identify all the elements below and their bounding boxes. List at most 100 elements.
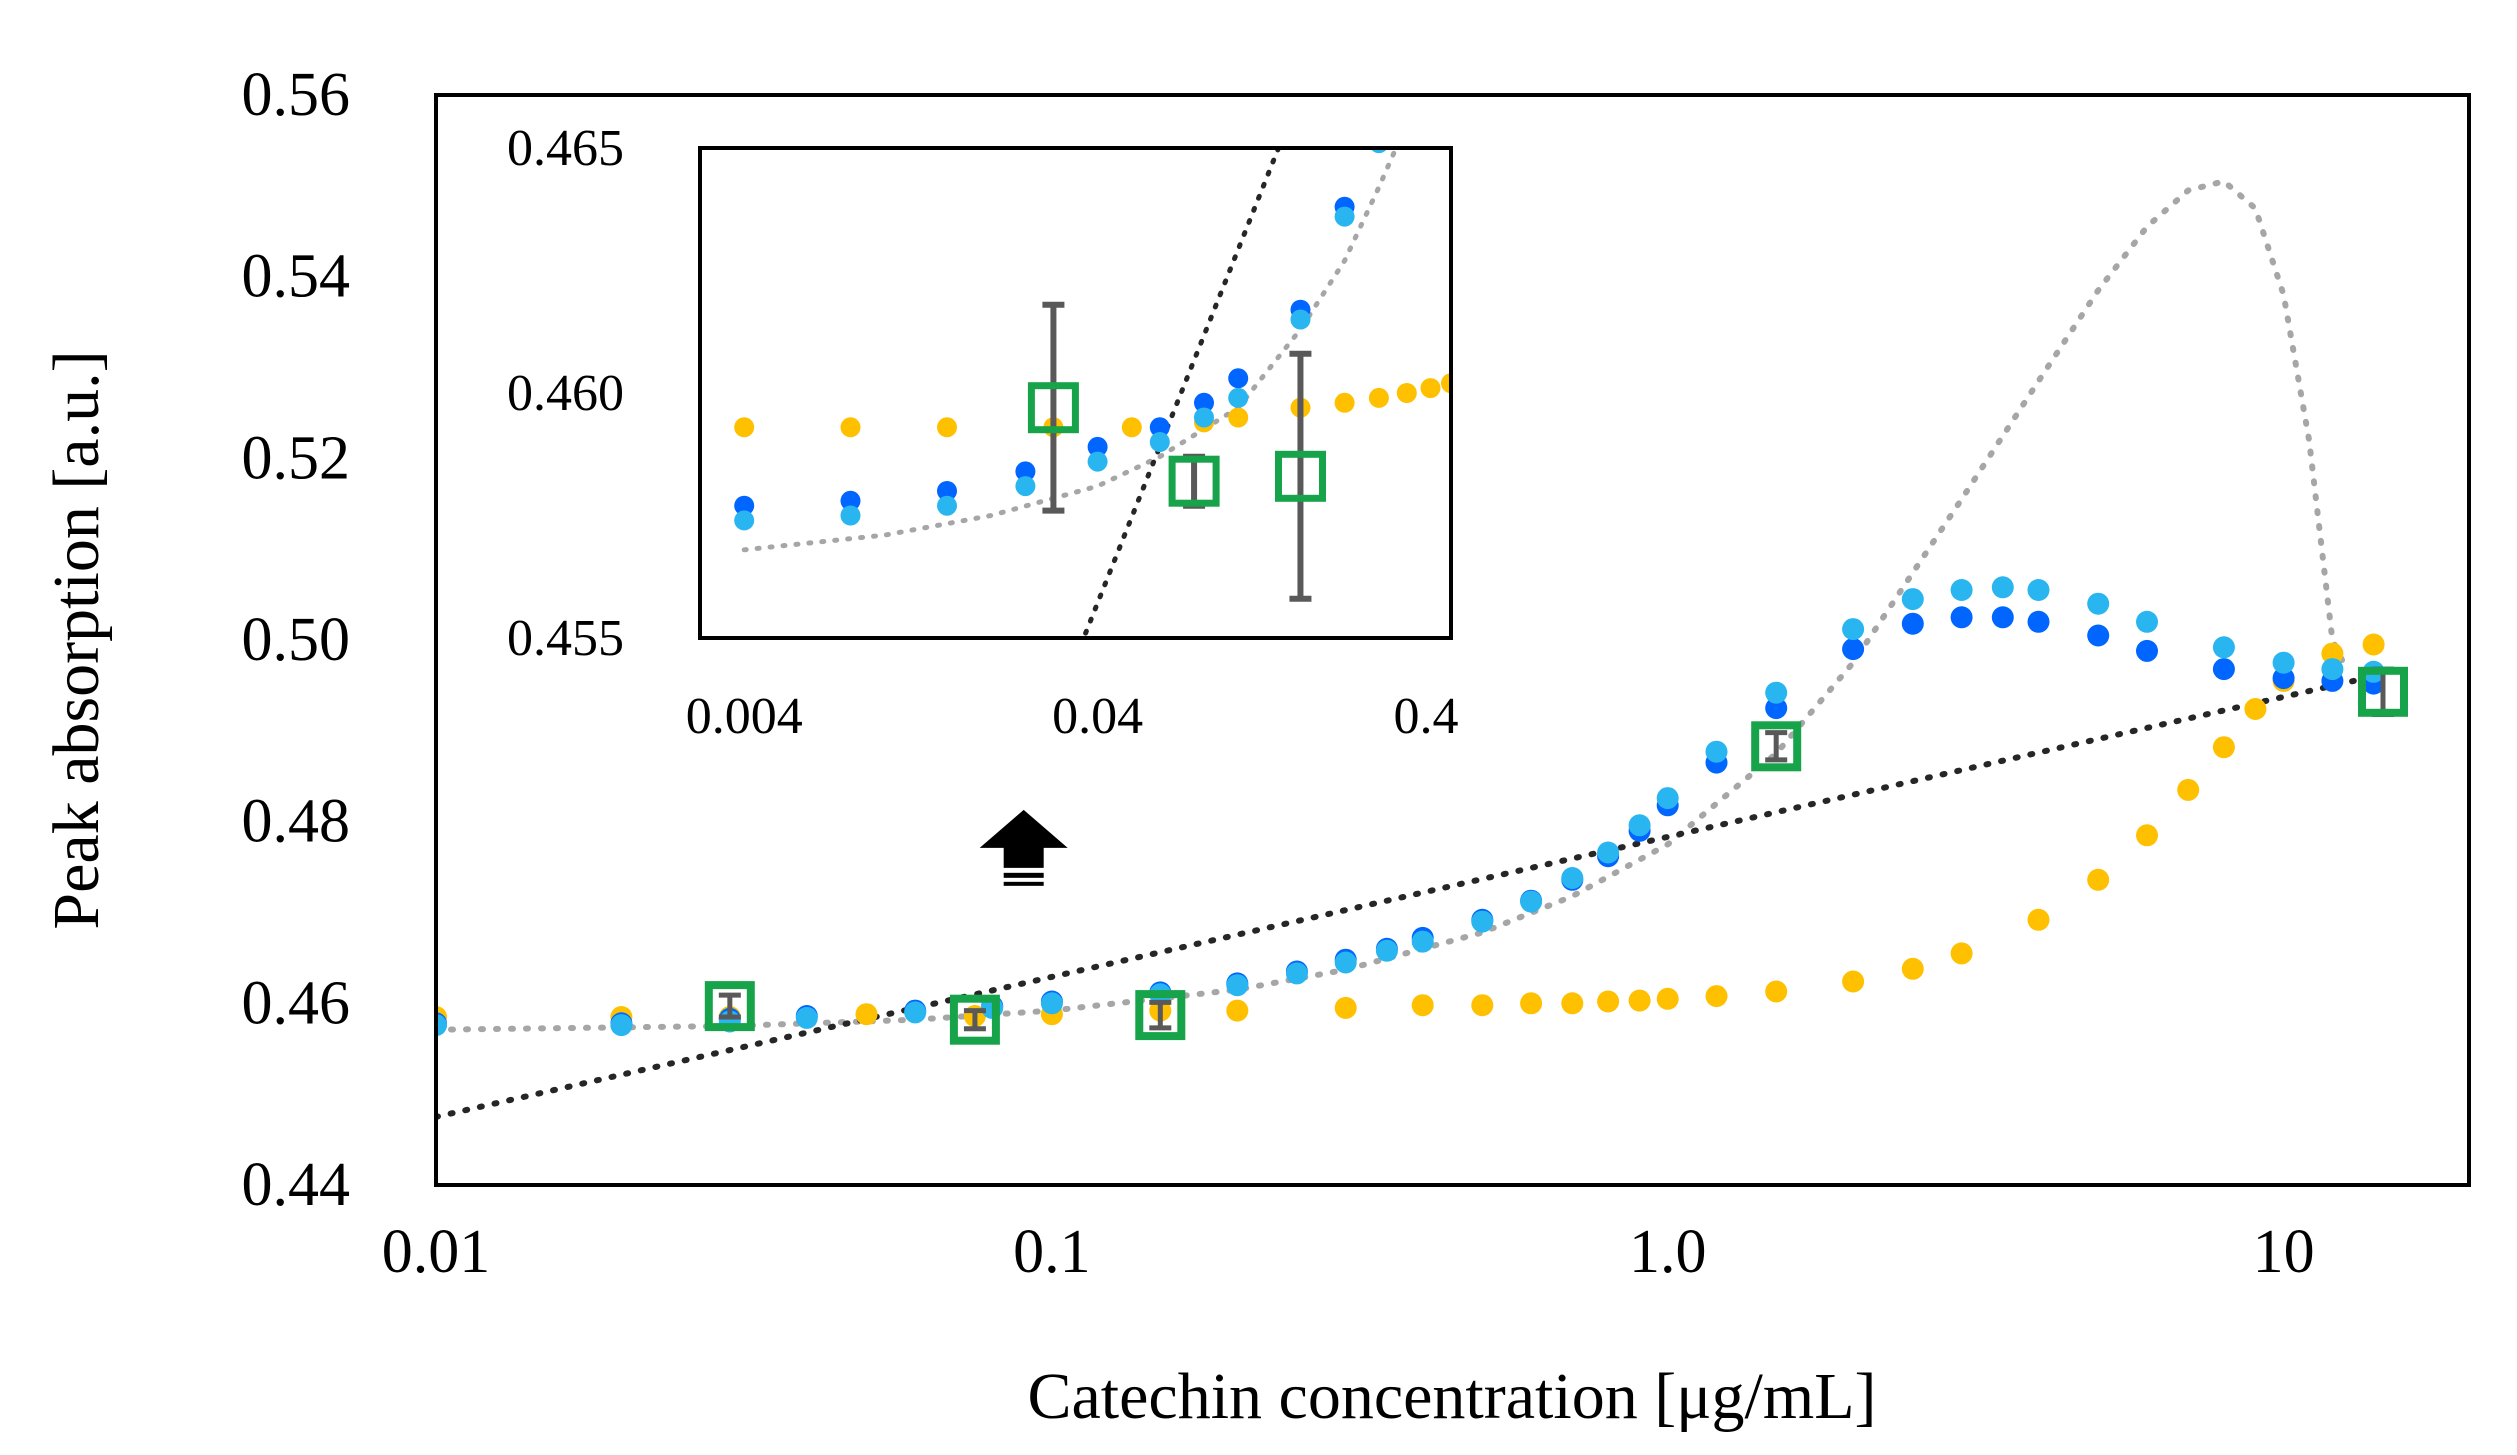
- inset-dark-blue-point-3: [1015, 461, 1036, 482]
- main-dark-blue-point-24: [1991, 606, 2014, 629]
- inset-green-square-0: [1027, 382, 1079, 434]
- main-dark-blue-point-28: [2212, 658, 2235, 681]
- main-error-bar-0: [718, 992, 741, 1020]
- inset-light-blue-point-1: [840, 505, 861, 526]
- main-light-blue-point-6: [1040, 992, 1063, 1015]
- inset-light-blue-point-6: [1194, 407, 1214, 428]
- inset-series-dark-blue: [734, 148, 1381, 516]
- inset-yellow-point-8: [1334, 392, 1355, 413]
- inset-green-square-1: [1168, 455, 1220, 507]
- main-yellow-point-10: [1471, 994, 1494, 1017]
- main-light-blue-point-15: [1561, 867, 1584, 889]
- inset-light-blue-point-0: [734, 510, 755, 531]
- main-light-blue-point-17: [1628, 814, 1651, 837]
- main-green-square-0: [704, 981, 755, 1032]
- inset-error-bar-2: [1289, 350, 1312, 602]
- main-light-blue-point-0: [436, 1014, 447, 1037]
- main-yellow-point-24: [2177, 778, 2200, 801]
- y-axis-label: Peak absorption [a.u.]: [40, 350, 113, 929]
- x-axis-label: Catechin concentration [μg/mL]: [1027, 1360, 1876, 1433]
- main-black-fit-line: [436, 677, 2357, 1120]
- main-light-blue-point-24: [1991, 576, 2014, 599]
- main-light-blue-point-20: [1765, 681, 1788, 704]
- inset-light-blue-point-7: [1228, 387, 1249, 408]
- main-gray-fit-line: [436, 178, 2347, 1033]
- main-light-blue-point-27: [2136, 610, 2158, 633]
- main-light-blue-point-18: [1656, 787, 1679, 810]
- main-dark-blue-point-27: [2136, 639, 2158, 662]
- main-dark-blue-point-29: [2272, 667, 2295, 690]
- main-yellow-point-16: [1705, 985, 1728, 1008]
- main-light-blue-point-29: [2272, 651, 2295, 674]
- inset-x-tick-label-1: 0.04: [1052, 688, 1143, 745]
- main-dark-blue-point-20: [1765, 697, 1788, 720]
- inset-plot: 0.004 0.04 0.4 0.455 0.460 0.465: [507, 120, 1459, 745]
- inset-yellow-point-6: [1228, 407, 1249, 428]
- main-yellow-point-15: [1656, 987, 1679, 1010]
- inset-light-blue-point-2: [937, 495, 957, 516]
- inset-yellow-point-10: [1396, 383, 1417, 403]
- main-x-tick-label-1: 0.1: [1013, 1218, 1091, 1286]
- main-light-blue-point-30: [2321, 658, 2344, 681]
- inset-yellow-point-1: [840, 417, 861, 438]
- inset-yellow-point-4: [1121, 417, 1142, 438]
- inset-yellow-point-12: [1441, 373, 1451, 394]
- main-error-bar-1: [963, 1008, 986, 1032]
- up-arrow-icon: [979, 809, 1068, 886]
- inset-series-light-blue: [734, 148, 1388, 531]
- main-yellow-point-7: [1226, 999, 1249, 1022]
- main-series-green-squares: [704, 666, 2408, 1045]
- inset-light-blue-point-5: [1149, 432, 1170, 452]
- main-x-tick-label-3: 10: [2253, 1218, 2315, 1286]
- main-light-blue-point-13: [1471, 910, 1494, 933]
- main-yellow-point-25: [2212, 736, 2235, 759]
- main-error-bar-3: [1765, 730, 1788, 763]
- main-light-blue-point-10: [1334, 951, 1357, 974]
- inset-y-tick-label-2: 0.465: [507, 120, 624, 177]
- main-y-tick-label-2: 0.48: [242, 788, 351, 856]
- main-y-tick-label-1: 0.46: [242, 969, 351, 1037]
- main-green-square-2: [1135, 990, 1186, 1041]
- inset-light-blue-point-3: [1015, 476, 1036, 497]
- inset-y-tick-label-1: 0.460: [507, 365, 624, 422]
- main-dark-blue-point-25: [2027, 610, 2050, 633]
- main-x-tick-label-0: 0.01: [382, 1218, 491, 1286]
- inset-yellow-point-2: [937, 417, 957, 438]
- main-x-tick-label-2: 1.0: [1629, 1218, 1707, 1286]
- main-light-blue-point-22: [1901, 588, 1924, 611]
- inset-dark-blue-point-6: [1194, 392, 1214, 413]
- main-light-blue-point-1: [610, 1014, 633, 1037]
- main-green-square-4: [2358, 666, 2408, 717]
- main-light-blue-point-8: [1226, 974, 1249, 997]
- main-y-tick-label-5: 0.54: [242, 243, 351, 311]
- inset-y-tick-label-0: 0.455: [507, 610, 624, 667]
- main-yellow-point-29: [2362, 633, 2385, 656]
- main-light-blue-point-19: [1705, 740, 1728, 763]
- main-dark-blue-point-22: [1901, 612, 1924, 635]
- inset-light-blue-point-9: [1334, 206, 1355, 227]
- main-yellow-point-28: [2321, 642, 2344, 665]
- main-y-tick-label-4: 0.52: [242, 424, 351, 492]
- main-yellow-point-22: [2087, 868, 2110, 891]
- main-yellow-point-14: [1628, 989, 1651, 1012]
- main-error-bar-2: [1149, 999, 1172, 1031]
- main-yellow-point-9: [1411, 994, 1434, 1017]
- inset-dark-blue-point-0: [734, 495, 755, 516]
- main-light-blue-point-16: [1597, 841, 1620, 864]
- main-light-blue-point-3: [795, 1006, 818, 1029]
- main-dark-blue-point-26: [2087, 624, 2110, 647]
- inset-plot-frame: [698, 146, 1453, 640]
- main-y-tick-label-6: 0.56: [242, 61, 351, 129]
- main-light-blue-point-4: [904, 1001, 927, 1024]
- main-light-blue-point-14: [1520, 890, 1543, 913]
- main-plot-frame: [434, 93, 2471, 1187]
- main-light-blue-point-12: [1411, 930, 1434, 953]
- main-dark-blue-point-21: [1842, 638, 1865, 661]
- main-yellow-point-17: [1765, 980, 1788, 1003]
- main-yellow-point-13: [1597, 990, 1620, 1013]
- inset-yellow-point-11: [1420, 378, 1441, 399]
- main-yellow-point-8: [1334, 996, 1357, 1019]
- inset-series-green-squares: [1027, 301, 1326, 602]
- inset-dark-blue-point-4: [1087, 436, 1108, 457]
